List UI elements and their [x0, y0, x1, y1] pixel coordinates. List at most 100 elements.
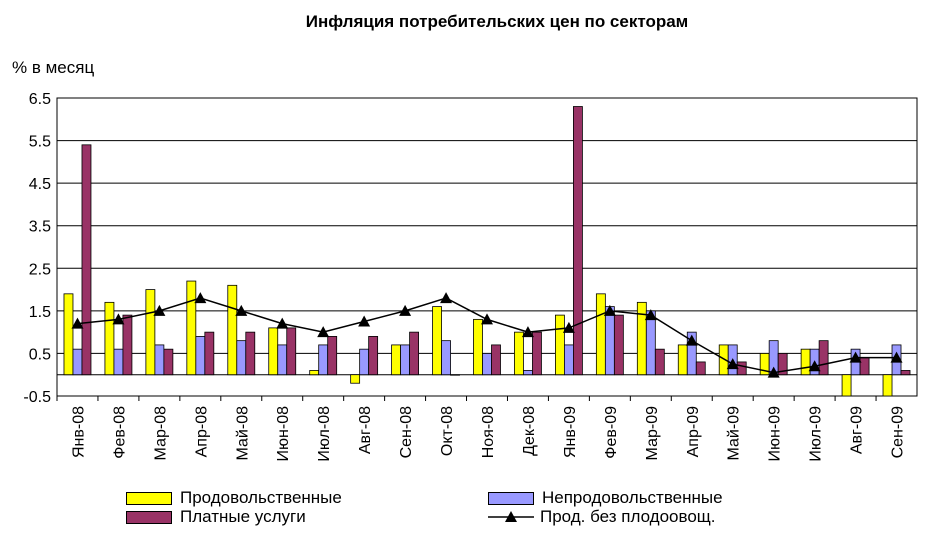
y-tick-label: 0.5	[29, 346, 51, 363]
x-tick-label: Янв-09	[562, 406, 579, 458]
bar-services	[491, 344, 501, 376]
bar-services	[573, 106, 583, 376]
bar-nonfood	[523, 370, 533, 376]
bar-food	[268, 327, 279, 376]
x-tick-label: Сен-09	[890, 406, 907, 459]
x-tick-label: Мар-09	[644, 406, 661, 461]
bar-food	[227, 284, 238, 376]
bar-nonfood	[359, 348, 370, 376]
bar-food	[63, 293, 74, 376]
bar-services	[409, 331, 419, 376]
line-point-food-ex-fruit	[767, 366, 780, 378]
x-tick-label: Дек-08	[521, 406, 538, 456]
line-point-food-ex-fruit	[849, 351, 862, 363]
legend-swatch-services	[126, 510, 172, 524]
line-point-food-ex-fruit	[153, 304, 166, 316]
line-point-food-ex-fruit	[276, 317, 289, 329]
x-tick-label: Ноя-08	[480, 406, 497, 458]
y-tick-label: 6.5	[29, 91, 51, 108]
bar-food	[841, 374, 852, 397]
bar-nonfood	[604, 306, 615, 376]
bar-food	[145, 289, 156, 376]
legend-label-services: Платные услуги	[180, 507, 306, 526]
bar-services	[368, 335, 379, 376]
y-tick-label: -0.5	[23, 389, 51, 406]
bar-nonfood	[686, 331, 697, 376]
bar-services	[818, 340, 829, 376]
legend-item-nonfood: Непродовольственные	[488, 488, 723, 508]
bar-services	[695, 361, 706, 376]
bar-food	[677, 344, 688, 376]
legend-label-food-ex-fruit: Прод. без плодоовощ.	[540, 507, 716, 526]
line-point-food-ex-fruit	[726, 358, 739, 370]
bar-food	[595, 293, 606, 376]
y-tick-label: 1.5	[29, 304, 51, 321]
x-tick-label: Мар-08	[152, 406, 169, 461]
x-tick-label: Июн-09	[767, 406, 784, 462]
legend-item-food: Продовольственные	[126, 488, 342, 508]
bar-services	[204, 331, 215, 376]
bar-services	[327, 335, 338, 376]
line-point-food-ex-fruit	[685, 334, 698, 346]
bar-food	[104, 301, 115, 376]
y-tick-label: 2.5	[29, 261, 51, 278]
bar-nonfood	[236, 340, 247, 376]
x-tick-label: Апр-09	[685, 406, 702, 457]
x-tick-label: Окт-08	[439, 406, 456, 456]
bar-food	[309, 370, 320, 376]
x-tick-label: Июл-09	[808, 406, 825, 462]
bar-nonfood	[645, 310, 656, 376]
line-point-food-ex-fruit	[71, 317, 84, 329]
y-tick-label: 5.5	[29, 134, 51, 151]
x-tick-label: Янв-08	[70, 406, 87, 458]
line-point-food-ex-fruit	[194, 292, 207, 304]
bar-food	[555, 314, 565, 376]
bar-services	[736, 361, 747, 376]
bar-services	[654, 348, 665, 376]
bar-food	[882, 374, 893, 397]
line-point-food-ex-fruit	[399, 304, 412, 316]
legend-item-services: Платные услуги	[126, 507, 306, 527]
line-point-food-ex-fruit	[112, 313, 125, 325]
x-tick-label: Сен-08	[398, 406, 415, 459]
x-tick-label: Май-09	[726, 406, 743, 461]
line-point-food-ex-fruit	[358, 315, 371, 327]
x-tick-label: Фев-09	[603, 406, 620, 459]
bar-services	[122, 314, 133, 376]
y-tick-label: 3.5	[29, 219, 51, 236]
legend-item-food-ex-fruit: Прод. без плодоовощ.	[488, 507, 716, 527]
bar-food	[432, 306, 442, 376]
line-point-food-ex-fruit	[440, 292, 453, 304]
x-tick-label: Май-08	[234, 406, 251, 461]
x-tick-label: Апр-08	[193, 406, 210, 457]
line-point-food-ex-fruit	[562, 321, 575, 333]
plot-frame	[56, 97, 918, 397]
x-tick-label: Июл-08	[316, 406, 333, 462]
line-point-food-ex-fruit	[890, 351, 903, 363]
chart-title: Инфляция потребительских цен по секторам	[305, 12, 689, 31]
bar-food	[800, 348, 811, 376]
bar-food	[473, 318, 483, 376]
bar-nonfood	[318, 344, 329, 376]
bar-services	[613, 314, 624, 376]
bar-food	[718, 344, 729, 376]
line-point-food-ex-fruit	[317, 326, 330, 338]
bar-nonfood	[441, 340, 451, 376]
bar-services	[900, 370, 911, 376]
legend-swatch-food-ex-fruit	[488, 511, 534, 522]
bar-services	[286, 327, 297, 376]
y-axis-label: % в месяц	[12, 58, 95, 77]
bar-nonfood	[113, 348, 124, 376]
bar-nonfood	[482, 353, 492, 376]
line-point-food-ex-fruit	[808, 360, 821, 372]
line-point-food-ex-fruit	[521, 326, 534, 338]
bar-food	[350, 374, 361, 384]
x-tick-label: Авг-08	[357, 406, 374, 454]
x-tick-label: Авг-09	[849, 406, 866, 454]
legend-label-food: Продовольственные	[180, 488, 342, 507]
bar-services	[245, 331, 256, 376]
bar-services	[859, 357, 870, 376]
legend-label-nonfood: Непродовольственные	[542, 488, 723, 507]
bar-services	[81, 144, 92, 376]
